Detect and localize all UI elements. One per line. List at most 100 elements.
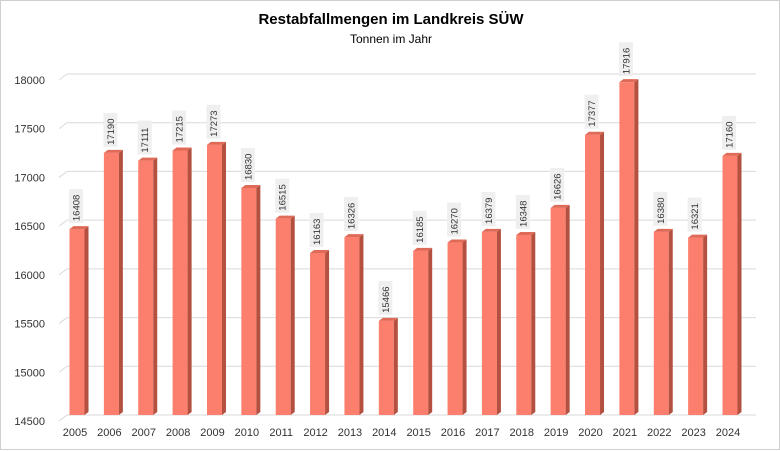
x-tick-label: 2018	[510, 427, 534, 439]
data-label: 16321	[690, 203, 701, 229]
bar-2017	[481, 231, 497, 415]
bar-side-2019	[565, 204, 570, 415]
bar-2018	[516, 234, 532, 415]
bar-top-2023	[688, 234, 708, 238]
x-tick-label: 2006	[97, 427, 121, 439]
data-label: 16185	[415, 216, 426, 242]
bar-top-2009	[206, 141, 226, 145]
data-label-bg	[240, 147, 255, 182]
gridline-depth	[58, 219, 68, 227]
bar-2019	[550, 207, 566, 415]
bar-top-2024	[722, 152, 742, 156]
bar-top-2021	[619, 79, 639, 83]
bar-2008	[172, 150, 188, 415]
bar-2021	[619, 82, 635, 416]
data-label: 17916	[621, 48, 632, 74]
bar-side-2016	[462, 239, 467, 415]
bar-2010	[241, 187, 257, 415]
x-tick-label: 2017	[475, 427, 499, 439]
chart-title: Restabfallmengen im Landkreis SÜW	[258, 11, 524, 28]
bar-top-2013	[344, 234, 364, 238]
x-tick-label: 2009	[200, 427, 224, 439]
bar-top-2018	[516, 231, 536, 235]
gridline-depth	[58, 365, 68, 373]
bar-top-2005	[69, 226, 89, 230]
bar-2020	[585, 134, 601, 415]
x-tick-label: 2005	[63, 427, 87, 439]
bar-top-2007	[138, 157, 158, 161]
y-tick-label: 17000	[14, 172, 45, 184]
bar-side-2008	[187, 147, 192, 415]
y-tick-label: 16500	[14, 221, 45, 233]
data-label-bg	[206, 104, 221, 139]
data-label-bg	[481, 191, 496, 226]
bar-top-2019	[550, 204, 570, 208]
data-label-bg	[722, 115, 736, 150]
bar-side-2010	[256, 184, 261, 415]
data-label-bg	[687, 197, 702, 232]
y-tick-label: 15000	[14, 367, 45, 379]
bar-side-2024	[737, 152, 742, 415]
bar-2006	[103, 152, 119, 415]
bar-top-2011	[275, 215, 295, 219]
data-label-bg	[103, 112, 118, 147]
bar-2012	[310, 252, 326, 415]
data-label: 16830	[243, 154, 254, 180]
data-label: 16379	[484, 198, 495, 224]
data-label: 15466	[381, 286, 392, 312]
bar-side-2022	[668, 228, 673, 415]
data-label-bg	[172, 110, 187, 145]
bar-2014	[378, 320, 394, 415]
x-tick-label: 2023	[681, 427, 705, 439]
y-tick-label: 14500	[14, 416, 45, 428]
data-label: 16380	[656, 197, 667, 223]
bar-top-2008	[172, 147, 192, 151]
data-label-bg	[412, 210, 427, 245]
bar-2023	[688, 237, 704, 415]
x-tick-label: 2016	[441, 427, 465, 439]
y-tick-label: 16000	[14, 270, 45, 282]
data-label: 16408	[72, 195, 83, 221]
bar-top-2022	[653, 228, 673, 232]
bar-side-2007	[153, 157, 158, 415]
bar-side-2015	[428, 247, 433, 415]
bar-top-2010	[241, 184, 261, 188]
x-tick-label: 2008	[166, 427, 190, 439]
data-label-bg	[275, 178, 290, 213]
x-tick-label: 2015	[406, 427, 430, 439]
gridline-depth	[58, 268, 68, 276]
bar-top-2012	[310, 249, 330, 253]
bar-2009	[206, 144, 222, 415]
gridline-depth	[58, 414, 68, 422]
data-label-bg	[343, 197, 358, 232]
bar-side-2021	[634, 79, 639, 416]
data-label-bg	[515, 194, 530, 229]
bar-top-2015	[413, 247, 433, 251]
bar-top-2014	[378, 317, 398, 321]
y-tick-label: 17500	[14, 124, 45, 136]
gridline-depth	[58, 317, 68, 324]
y-tick-label: 18000	[14, 75, 45, 87]
bar-2024	[722, 155, 738, 415]
bar-2007	[138, 160, 154, 415]
bar-side-2009	[221, 141, 226, 415]
data-label: 17111	[140, 128, 151, 153]
x-tick-label: 2010	[235, 427, 259, 439]
bar-2005	[69, 229, 85, 415]
data-label: 16326	[346, 203, 357, 229]
x-tick-label: 2022	[647, 427, 671, 439]
data-label-bg	[550, 167, 565, 202]
data-label: 16270	[450, 208, 461, 234]
data-label-bg	[618, 42, 633, 77]
data-label: 17273	[209, 110, 220, 136]
bar-side-2014	[393, 317, 398, 415]
data-label-bg	[309, 212, 324, 247]
gridline-depth	[58, 73, 68, 81]
x-tick-label: 2024	[716, 427, 740, 439]
bar-top-2020	[585, 131, 605, 135]
data-label-bg	[653, 191, 668, 226]
data-label: 16348	[518, 201, 529, 227]
bar-2022	[653, 231, 669, 415]
data-label-bg	[584, 94, 599, 129]
